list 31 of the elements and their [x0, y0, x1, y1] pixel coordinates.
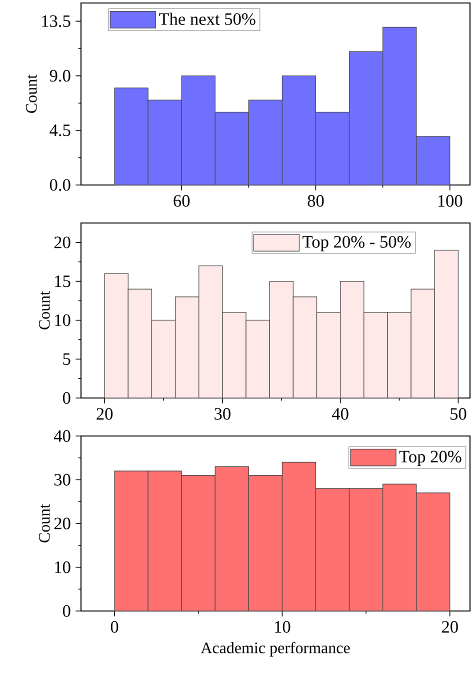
x-tick-label: 100 [438, 195, 462, 207]
y-tick-label: 10 [55, 561, 70, 574]
y-tick-label: 4.5 [50, 124, 70, 136]
y-axis-title: Count [39, 291, 50, 330]
y-tick-label: 30 [54, 474, 70, 486]
y-axis-title: Count [39, 504, 50, 542]
y-tick-label: 20 [54, 236, 70, 248]
y-tick-label: 13.5 [42, 15, 70, 28]
y-tick-label: 0.0 [50, 179, 70, 191]
x-tick-label: 10 [275, 621, 290, 633]
y-tick-label: 15 [55, 276, 70, 288]
y-tick-label: 9.0 [50, 70, 70, 82]
x-tick-label: 0 [110, 621, 118, 633]
x-tick-label: 20 [96, 408, 113, 420]
x-tick-label: 50 [450, 408, 466, 420]
legend-label: Top 20% [399, 450, 462, 466]
y-tick-label: 40 [54, 430, 70, 442]
legend-label: Top 20% - 50% [302, 236, 411, 252]
y-tick-label: 10 [55, 314, 70, 326]
x-tick-label: 30 [214, 408, 230, 420]
y-axis-title: Count [26, 74, 37, 113]
y-tick-label: 0 [62, 392, 70, 404]
x-tick-label: 60 [174, 195, 190, 207]
x-tick-label: 80 [308, 195, 324, 207]
x-tick-label: 20 [442, 621, 458, 633]
y-tick-label: 0 [62, 605, 70, 617]
x-tick-label: 40 [332, 408, 348, 420]
legend-label: The next 50% [159, 12, 256, 25]
y-tick-label: 20 [54, 518, 70, 530]
x-axis-title: Academic performance [200, 642, 350, 657]
y-tick-label: 5 [63, 353, 70, 365]
